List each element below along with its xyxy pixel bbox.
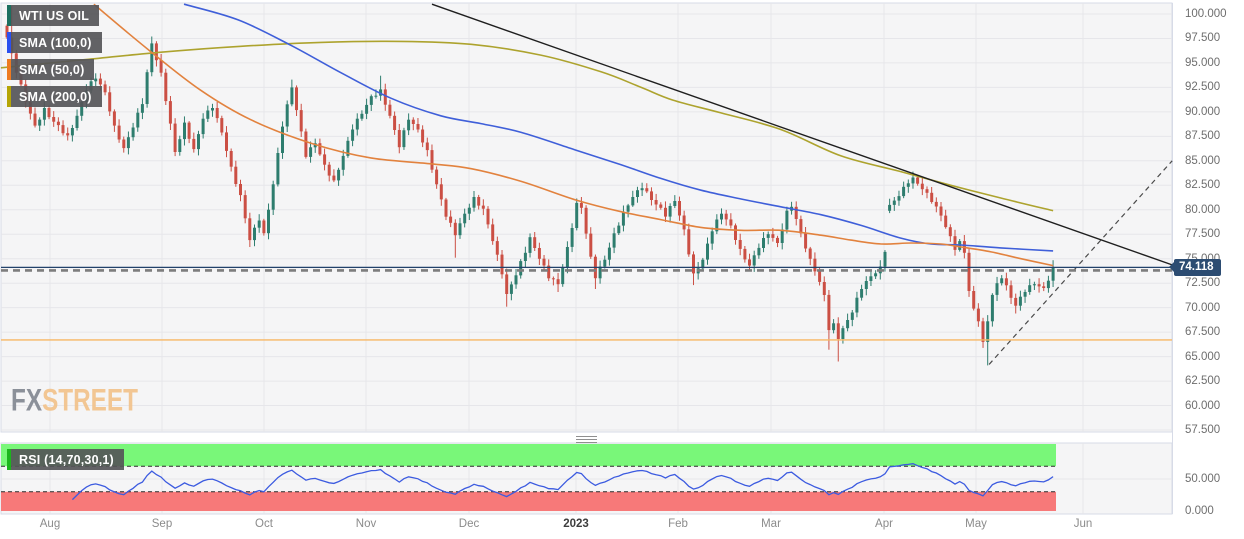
time-tick-label: Sep [151,518,173,530]
price-tick-label: 60.000 [1185,399,1221,412]
price-tick-label: 97.500 [1185,32,1221,45]
fxstreet-watermark: FXSTREET [11,382,138,419]
legend-item-sma200: SMA (200,0) [7,86,102,107]
price-tick-label: 67.500 [1185,326,1221,339]
watermark-fx: FX [11,382,43,418]
watermark-street: STREET [42,382,138,418]
price-tick-label: 80.000 [1185,203,1221,216]
rsi-label: RSI (14,70,30,1) [19,452,114,467]
sma-200-line [0,40,1054,212]
rsi-legend: RSI (14,70,30,1) [7,449,124,476]
price-tick-label: 72.500 [1185,277,1221,290]
time-tick-label: Aug [39,518,61,530]
symbol-color-swatch [7,5,11,26]
sma200-color-swatch [7,86,11,107]
rsi-color-swatch [7,449,11,470]
ascending-dashed-trendline[interactable] [988,160,1173,365]
price-tick-label: 90.000 [1185,105,1221,118]
price-tick-label: 85.000 [1185,154,1221,167]
current-price-tag: 74.118 [1169,258,1221,276]
current-price-value: 74.118 [1179,260,1214,273]
legend-item-rsi: RSI (14,70,30,1) [7,449,124,470]
sma-50-line [93,3,1054,267]
price-tick-label: 100.000 [1185,8,1227,20]
price-tick-label: 65.000 [1185,350,1221,363]
price-tick-label: 70.000 [1185,301,1221,314]
legend-item-symbol: WTI US OIL [7,5,100,26]
price-tick-label: 95.000 [1185,56,1221,69]
time-tick-label: Feb [668,518,688,530]
price-tick-label: 92.500 [1185,81,1221,94]
time-tick-label: 2023 [563,518,589,530]
symbol-label: WTI US OIL [19,8,90,23]
price-tick-label: 77.500 [1185,228,1221,241]
time-tick-label: Nov [355,518,377,530]
rsi-line [71,463,1054,501]
chart-legend: WTI US OIL SMA (100,0) SMA (50,0) SMA (2… [7,5,102,113]
price-tick-label: 87.500 [1185,130,1221,143]
gridlines [1,3,1172,514]
time-tick-label: May [965,518,987,530]
sma50-color-swatch [7,59,11,80]
price-tick-label: 57.500 [1185,423,1221,436]
rsi-tick-label: 0.000 [1185,505,1214,517]
time-tick-label: Dec [458,518,480,530]
rsi-overbought-band [1,444,1056,467]
sma200-label: SMA (200,0) [19,89,92,104]
time-tick-label: Oct [255,518,273,530]
rsi-tick-label: 50.000 [1185,473,1221,485]
time-tick-label: Mar [761,518,781,530]
panel-resize-handle[interactable] [576,436,597,444]
price-tick-label: 82.500 [1185,179,1221,192]
legend-item-sma50: SMA (50,0) [7,59,95,80]
sma100-color-swatch [7,32,11,53]
rsi-oversold-band [1,491,1056,511]
sma100-label: SMA (100,0) [19,35,92,50]
sma50-label: SMA (50,0) [19,62,85,77]
time-tick-label: Jun [1073,518,1093,530]
legend-item-sma100: SMA (100,0) [7,32,102,53]
price-tick-label: 62.500 [1185,375,1221,388]
time-tick-label: Apr [875,518,893,530]
descending-trendline[interactable] [431,3,1173,266]
